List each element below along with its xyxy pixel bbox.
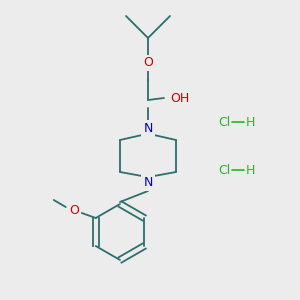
Text: O: O bbox=[143, 56, 153, 70]
Text: OH: OH bbox=[170, 92, 190, 104]
Text: Cl: Cl bbox=[218, 164, 230, 176]
Text: O: O bbox=[69, 203, 79, 217]
Text: N: N bbox=[143, 122, 153, 134]
Text: H: H bbox=[246, 116, 255, 128]
Text: N: N bbox=[143, 176, 153, 190]
Text: H: H bbox=[246, 164, 255, 176]
Text: Cl: Cl bbox=[218, 116, 230, 128]
